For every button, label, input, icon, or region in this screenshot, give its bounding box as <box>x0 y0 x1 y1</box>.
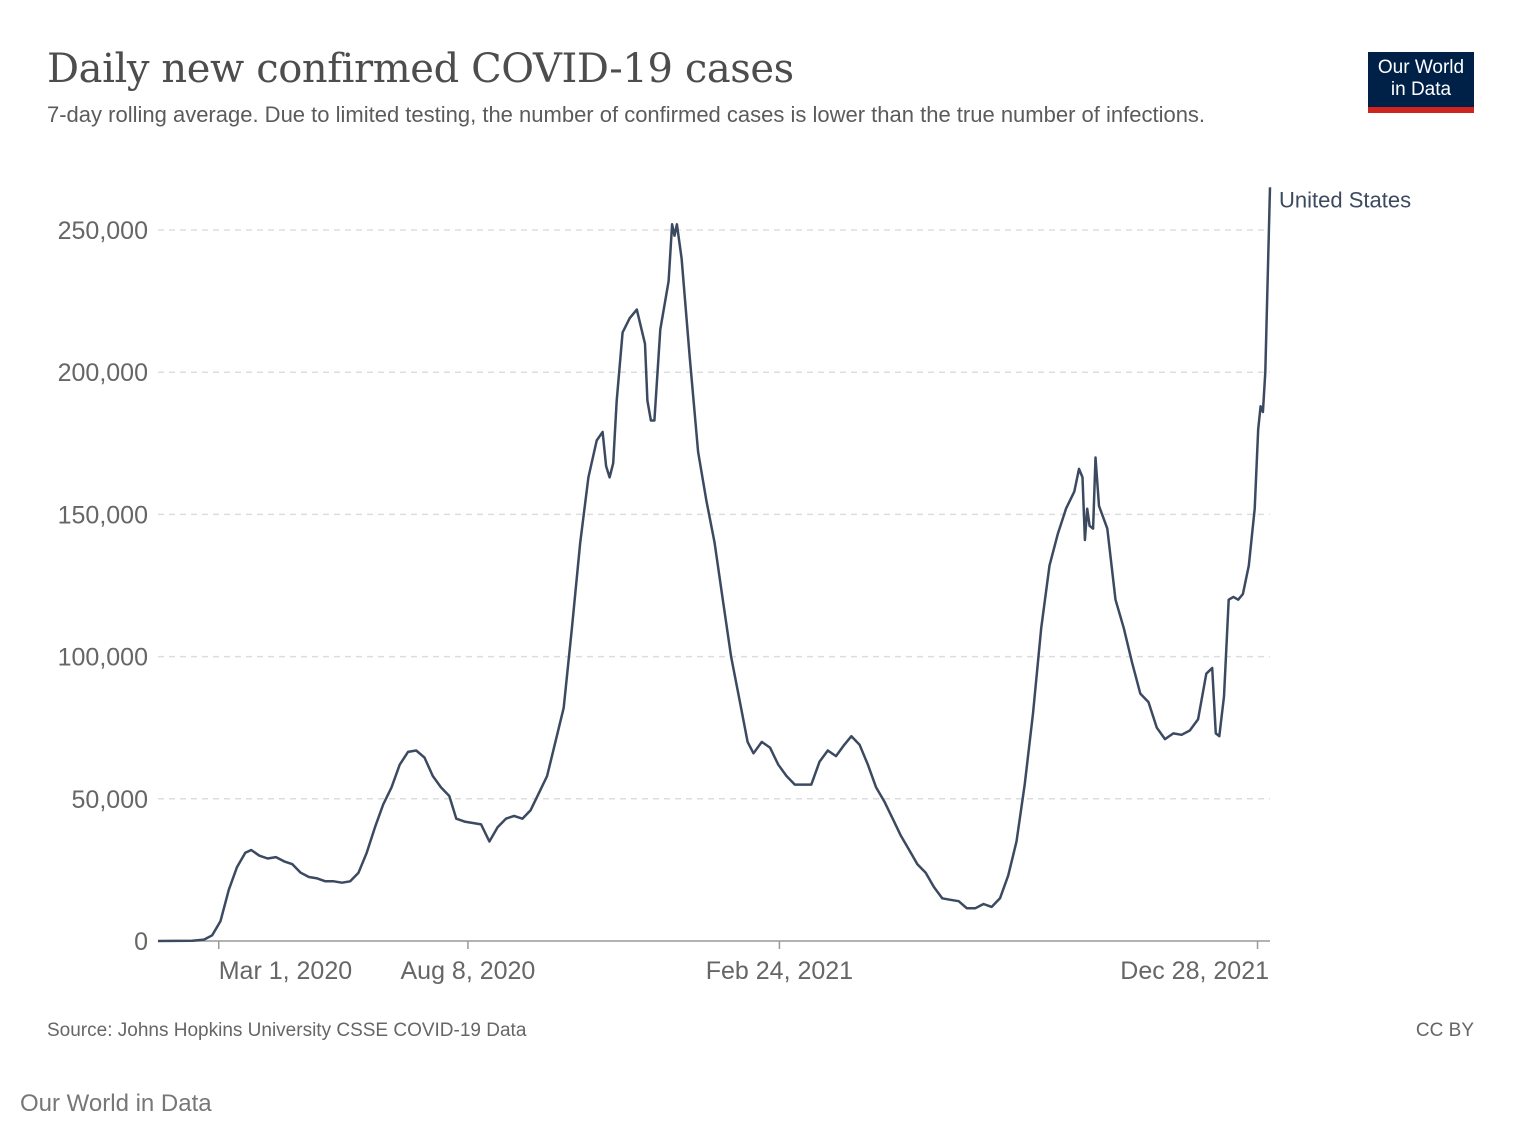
chart-title: Daily new confirmed COVID-19 cases <box>47 46 794 92</box>
y-tick-label: 0 <box>134 928 148 956</box>
series-label: United States <box>1279 187 1411 212</box>
y-tick-label: 150,000 <box>58 501 148 529</box>
y-tick-label: 200,000 <box>58 359 148 387</box>
x-tick-label: Aug 8, 2020 <box>401 957 536 985</box>
license-link[interactable]: CC BY <box>1415 1020 1474 1041</box>
series-line-united-states <box>157 187 1272 943</box>
source-note[interactable]: Source: Johns Hopkins University CSSE CO… <box>47 1020 527 1041</box>
logo-line-1: Our World <box>1377 57 1465 78</box>
y-tick-label: 100,000 <box>58 644 148 672</box>
logo-line-2: in Data <box>1390 79 1452 100</box>
x-tick-label: Dec 28, 2021 <box>1120 957 1269 985</box>
x-tick-label: Feb 24, 2021 <box>706 957 853 985</box>
owid-logo[interactable]: Our World in Data <box>1368 52 1474 113</box>
y-tick-label: 250,000 <box>58 217 148 245</box>
x-tick-label: Mar 1, 2020 <box>219 957 352 985</box>
y-tick-label: 50,000 <box>72 786 148 814</box>
page-caption: Our World in Data <box>20 1090 212 1117</box>
chart-subtitle: 7-day rolling average. Due to limited te… <box>47 102 1206 127</box>
